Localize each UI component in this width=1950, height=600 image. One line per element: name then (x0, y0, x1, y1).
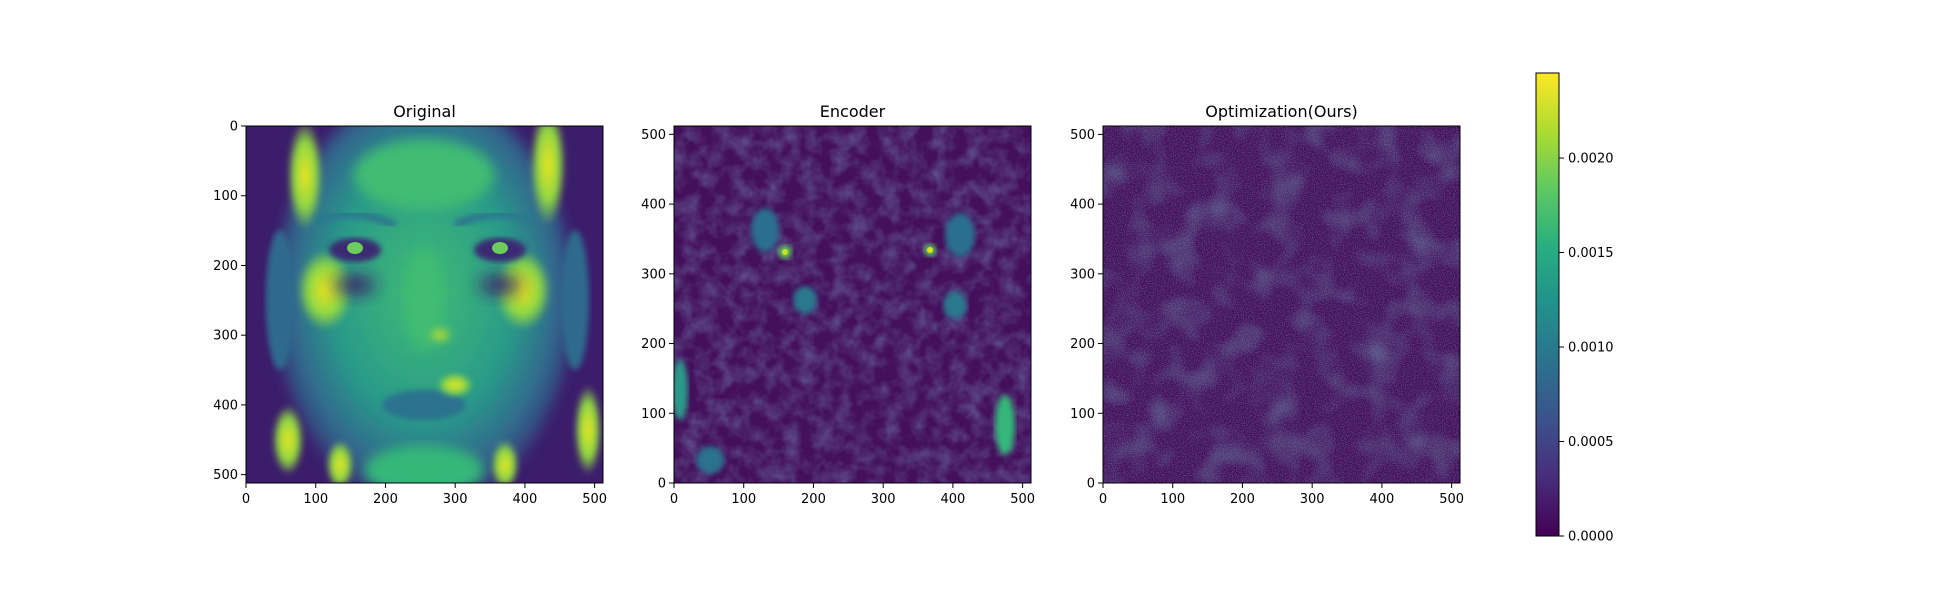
y-tick-label: 500 (213, 468, 238, 483)
colorbar-ticks: 0.0000 0.0005 0.0010 0.0015 0.0020 (1559, 152, 1614, 545)
panel-original: Original (213, 102, 607, 508)
x-tick-label: 400 (512, 492, 537, 507)
x-tick-label: 500 (1439, 492, 1464, 507)
panel-title-optimization: Optimization(Ours) (1205, 102, 1357, 121)
y-tick-label: 400 (213, 398, 238, 413)
x-tick-label: 200 (1230, 492, 1255, 507)
x-tick-label: 400 (940, 492, 965, 507)
axis-ticks-encoder: 0 100 200 300 400 500 0 100 200 300 400 500 (641, 128, 1035, 507)
colorbar-tick-label: 0.0010 (1568, 341, 1614, 356)
colorbar-tick-label: 0.0005 (1568, 435, 1614, 450)
x-tick-label: 200 (373, 492, 398, 507)
colorbar-tick-label: 0.0015 (1568, 246, 1614, 261)
x-tick-label: 300 (1300, 492, 1325, 507)
y-tick-label: 200 (213, 259, 238, 274)
y-tick-label: 400 (1070, 198, 1095, 213)
heatmap-encoder (674, 126, 1031, 483)
x-tick-label: 100 (731, 492, 756, 507)
x-tick-label: 300 (871, 492, 896, 507)
colorbar: 0.0000 0.0005 0.0010 0.0015 0.0020 (1535, 72, 1614, 545)
y-tick-label: 100 (1070, 407, 1095, 422)
x-tick-label: 100 (1160, 492, 1185, 507)
y-tick-label: 200 (1070, 337, 1095, 352)
panel-optimization: Optimization(Ours) 0 100 200 300 400 500 0 100 2… (1070, 102, 1464, 507)
colorbar-tick-label: 0.0020 (1568, 152, 1614, 167)
y-tick-label: 200 (641, 337, 666, 352)
x-tick-label: 200 (801, 492, 826, 507)
y-tick-label: 300 (213, 329, 238, 344)
heatmap-original (246, 126, 603, 483)
x-tick-label: 400 (1369, 492, 1394, 507)
x-tick-label: 0 (670, 492, 678, 507)
colorbar-gradient (1535, 72, 1560, 537)
x-tick-label: 0 (242, 492, 250, 507)
panel-title-encoder: Encoder (820, 102, 886, 121)
y-tick-label: 0 (658, 477, 666, 492)
y-tick-label: 300 (1070, 267, 1095, 282)
y-tick-label: 500 (641, 128, 666, 143)
axes-frame-encoder (673, 125, 1032, 484)
panel-encoder: Encoder 0 100 200 300 400 500 0 100 200 300 400 500 (641, 102, 1035, 507)
x-tick-label: 300 (443, 492, 468, 507)
x-tick-label: 500 (1010, 492, 1035, 507)
y-tick-label: 100 (641, 407, 666, 422)
axes-frame-original (245, 125, 604, 484)
colorbar-tick-label: 0.0000 (1568, 530, 1614, 545)
x-tick-label: 500 (582, 492, 607, 507)
y-tick-label: 0 (230, 120, 238, 135)
axis-ticks-optimization: 0 100 200 300 400 500 0 100 200 300 400 500 (1070, 128, 1464, 507)
axis-ticks-original: 0 100 200 300 400 500 0 100 200 300 400 500 (213, 120, 607, 508)
y-tick-label: 100 (213, 189, 238, 204)
x-tick-label: 100 (303, 492, 328, 507)
y-tick-label: 400 (641, 198, 666, 213)
y-tick-label: 0 (1087, 477, 1095, 492)
y-tick-label: 300 (641, 267, 666, 282)
x-tick-label: 0 (1099, 492, 1107, 507)
panel-title-original: Original (393, 102, 456, 121)
axes-frame-optimization (1102, 125, 1461, 484)
heatmap-optimization (1103, 126, 1460, 483)
y-tick-label: 500 (1070, 128, 1095, 143)
